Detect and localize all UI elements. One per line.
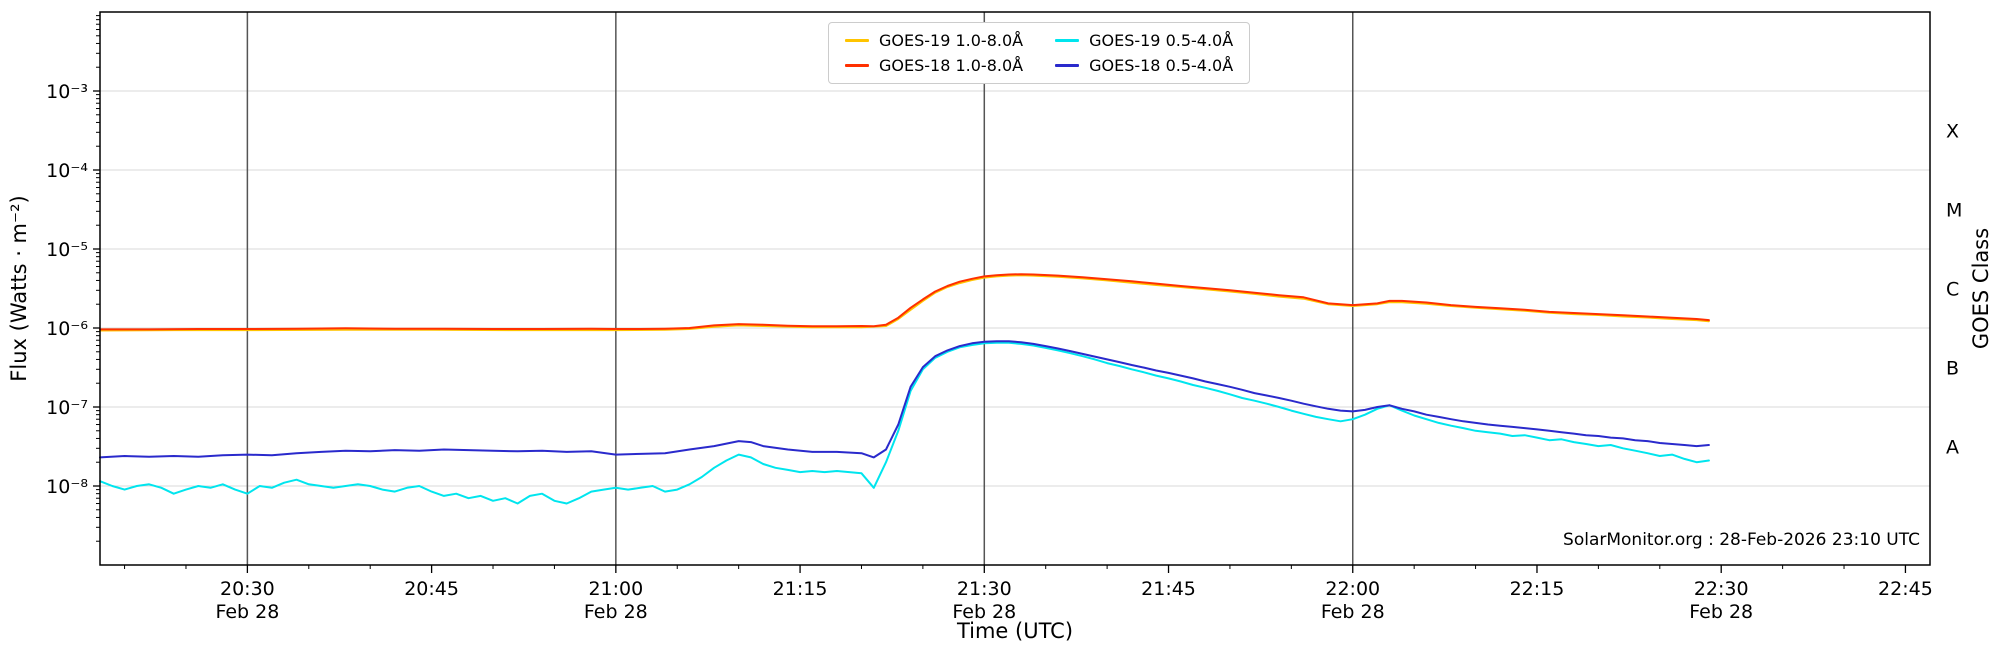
x-tick-label: 21:30 — [957, 578, 1012, 600]
series-line-goes-19-1-0-8-0 — [99, 274, 1710, 332]
x-tick-label: 22:45 — [1878, 578, 1933, 600]
legend-item: GOES-18 0.5-4.0Å — [1055, 56, 1233, 75]
y-tick-label: 10⁻⁴ — [46, 160, 88, 182]
legend-swatch — [1055, 39, 1080, 42]
legend-label: GOES-18 0.5-4.0Å — [1089, 56, 1234, 75]
x-tick-label: 20:30 — [220, 578, 275, 600]
series-line-goes-18-0-5-4-0 — [99, 340, 1710, 459]
goes-class-label: B — [1946, 358, 1959, 380]
y-axis-label: Flux (Watts · m⁻²) — [7, 195, 31, 381]
legend-label: GOES-19 1.0-8.0Å — [879, 31, 1024, 50]
x-tick-date: Feb 28 — [1321, 601, 1385, 623]
x-tick-date: Feb 28 — [1689, 601, 1753, 623]
x-tick-label: 22:30 — [1694, 578, 1749, 600]
goes-class-label: C — [1946, 279, 1959, 301]
x-tick-label: 21:00 — [588, 578, 643, 600]
legend-item: GOES-19 0.5-4.0Å — [1055, 31, 1233, 50]
legend: GOES-19 1.0-8.0Å GOES-18 1.0-8.0Å GOES-19 … — [828, 22, 1251, 84]
x-tick-label: 22:00 — [1325, 578, 1380, 600]
goes-class-label: M — [1946, 200, 1962, 222]
x-tick-label: 21:45 — [1141, 578, 1196, 600]
series-line-goes-19-0-5-4-0 — [99, 341, 1710, 505]
y-tick-label: 10⁻⁵ — [46, 239, 88, 261]
series-line-goes-18-1-0-8-0 — [99, 273, 1710, 331]
legend-swatch — [845, 64, 869, 67]
x-axis-label: Time (UTC) — [956, 619, 1073, 643]
goes-class-label: A — [1946, 437, 1959, 459]
y-tick-label: 10⁻⁸ — [46, 476, 88, 498]
legend-label: GOES-18 1.0-8.0Å — [879, 56, 1024, 75]
x-tick-label: 20:45 — [404, 578, 459, 600]
y-tick-label: 10⁻⁶ — [46, 318, 88, 340]
goes-class-label: X — [1946, 121, 1959, 143]
legend-item: GOES-19 1.0-8.0Å — [845, 31, 1023, 50]
x-tick-date: Feb 28 — [952, 601, 1016, 623]
x-tick-label: 22:15 — [1510, 578, 1565, 600]
y-tick-label: 10⁻³ — [46, 81, 88, 103]
x-tick-date: Feb 28 — [215, 601, 279, 623]
x-tick-date: Feb 28 — [584, 601, 648, 623]
legend-item: GOES-18 1.0-8.0Å — [845, 56, 1023, 75]
plot-border — [99, 11, 1931, 566]
right-axis-label: GOES Class — [1969, 228, 1993, 349]
legend-label: GOES-19 0.5-4.0Å — [1089, 31, 1234, 50]
source-annotation: SolarMonitor.org : 28-Feb-2026 23:10 UTC — [1563, 530, 1920, 550]
legend-swatch — [1055, 64, 1080, 67]
y-tick-label: 10⁻⁷ — [46, 397, 88, 419]
legend-swatch — [845, 39, 869, 42]
x-tick-label: 21:15 — [773, 578, 828, 600]
